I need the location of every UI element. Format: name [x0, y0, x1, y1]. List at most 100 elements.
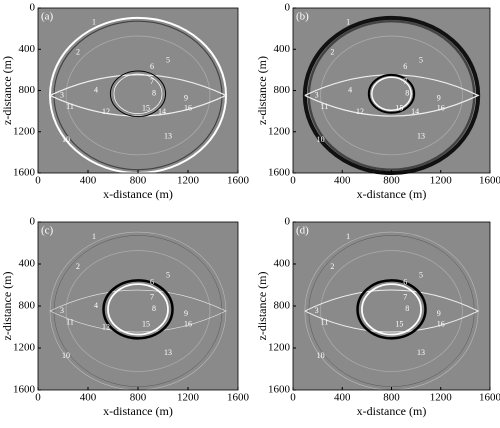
- wave-annotation: 10: [317, 351, 325, 360]
- x-tick-label: 400: [80, 175, 97, 187]
- x-tick-label: 0: [35, 175, 41, 187]
- wavefront: [320, 250, 463, 372]
- x-tick-label: 1600: [479, 392, 500, 404]
- ring: [102, 279, 174, 340]
- x-tick-label: 400: [80, 392, 97, 404]
- y-tick-label: 400: [19, 43, 36, 55]
- ring: [109, 70, 167, 118]
- y-axis-label: z-distance (m): [0, 272, 14, 341]
- wave-annotation: 8: [152, 304, 156, 313]
- wave-annotation: 6: [403, 277, 407, 286]
- wave-annotation: 16: [184, 103, 192, 112]
- x-tick-label: 0: [35, 392, 41, 404]
- wave-annotation: 3: [60, 306, 64, 315]
- wave-annotation: 7: [150, 77, 154, 86]
- lens: [49, 289, 227, 333]
- ring: [361, 283, 422, 336]
- wave-annotation: 5: [419, 56, 423, 65]
- wave-annotation: 7: [150, 292, 154, 301]
- wave-annotation: 12: [102, 323, 110, 332]
- y-tick-label: 0: [30, 216, 36, 228]
- wave-annotation: 9: [184, 94, 188, 103]
- y-tick-label: 400: [274, 258, 291, 270]
- wave-annotation: 15: [142, 103, 150, 112]
- wavefront: [308, 235, 475, 387]
- wave-annotation: 1: [346, 18, 350, 27]
- wavefront: [53, 20, 223, 171]
- wave-annotation: 13: [417, 348, 425, 357]
- wave-annotation: 3: [60, 90, 64, 99]
- wavefield: [293, 222, 490, 390]
- wave-annotation: 11: [66, 318, 74, 327]
- wave-annotation: 11: [321, 318, 329, 327]
- lens: [49, 74, 228, 117]
- y-axis-label: z-distance (m): [255, 56, 269, 125]
- x-tick-label: 1600: [479, 175, 500, 187]
- y-tick-label: 0: [285, 2, 291, 14]
- wave-annotation: 8: [405, 304, 409, 313]
- wave-annotation: 15: [395, 103, 403, 112]
- wave-annotation: 5: [419, 271, 423, 280]
- wave-annotation: 5: [166, 271, 170, 280]
- wave-annotation: 2: [330, 47, 334, 56]
- y-tick-label: 1600: [268, 384, 291, 396]
- x-tick-label: 1200: [430, 392, 453, 404]
- wave-annotation: 15: [395, 319, 403, 328]
- x-axis-label: x-distance (m): [103, 404, 173, 418]
- x-tick-label: 800: [130, 175, 147, 187]
- panel-label: (c): [41, 225, 54, 237]
- wave-annotation: 14: [158, 107, 166, 116]
- wave-annotation: 8: [152, 89, 156, 98]
- y-tick-label: 1200: [13, 125, 36, 137]
- wave-annotation: 3: [315, 306, 319, 315]
- wave-annotation: 1: [92, 18, 96, 27]
- wave-annotation: 2: [330, 262, 334, 271]
- x-tick-label: 0: [290, 175, 296, 187]
- wavefront: [320, 35, 463, 156]
- ring: [371, 76, 412, 112]
- wave-annotation: 15: [142, 319, 150, 328]
- x-tick-label: 400: [334, 175, 351, 187]
- wave-annotation: 4: [94, 301, 98, 310]
- wave-annotation: 7: [403, 77, 407, 86]
- wave-annotation: 16: [437, 103, 445, 112]
- y-axis-label: z-distance (m): [0, 56, 14, 125]
- y-tick-label: 1600: [13, 167, 36, 179]
- x-tick-label: 800: [383, 392, 400, 404]
- y-tick-label: 0: [30, 2, 36, 14]
- y-axis-label: z-distance (m): [255, 272, 269, 341]
- wave-annotation: 2: [76, 47, 80, 56]
- x-tick-label: 1200: [177, 175, 200, 187]
- panel-label: (d): [296, 225, 309, 237]
- wave-annotation: 6: [150, 277, 154, 286]
- x-tick-label: 1600: [227, 392, 250, 404]
- y-tick-label: 800: [274, 300, 291, 312]
- wave-annotation: 13: [164, 132, 172, 141]
- wave-annotation: 9: [184, 309, 188, 318]
- x-tick-label: 1200: [430, 175, 453, 187]
- ring: [367, 73, 416, 114]
- wave-annotation: 13: [164, 348, 172, 357]
- panel-label: (b): [296, 11, 309, 23]
- wave-annotation: 4: [348, 85, 352, 94]
- ring: [356, 279, 427, 340]
- wave-annotation: 9: [437, 309, 441, 318]
- y-tick-label: 400: [274, 43, 291, 55]
- wave-annotation: 12: [102, 107, 110, 116]
- wavefield: [293, 8, 490, 173]
- ring: [107, 283, 169, 336]
- wavefront: [65, 35, 211, 156]
- x-tick-label: 0: [290, 392, 296, 404]
- wave-annotation: 11: [321, 102, 329, 111]
- wave-annotation: 4: [94, 85, 98, 94]
- x-axis-label: x-distance (m): [357, 404, 427, 418]
- wavefront: [307, 19, 476, 171]
- wave-annotation: 10: [62, 351, 70, 360]
- y-tick-label: 1600: [13, 384, 36, 396]
- x-tick-label: 800: [130, 392, 147, 404]
- wavefield: [38, 222, 238, 390]
